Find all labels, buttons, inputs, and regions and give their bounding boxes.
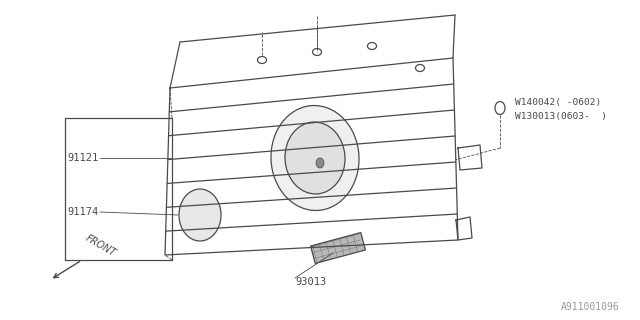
FancyArrow shape bbox=[312, 240, 361, 253]
Text: 93013: 93013 bbox=[295, 277, 326, 287]
Ellipse shape bbox=[179, 189, 221, 241]
Bar bbox=[310, 233, 365, 263]
FancyArrow shape bbox=[311, 234, 359, 247]
Text: W140042( -0602): W140042( -0602) bbox=[515, 98, 601, 107]
FancyArrow shape bbox=[319, 244, 324, 260]
Text: A911001096: A911001096 bbox=[561, 302, 620, 312]
FancyArrow shape bbox=[340, 238, 344, 255]
FancyArrow shape bbox=[353, 235, 358, 251]
Ellipse shape bbox=[415, 65, 424, 71]
FancyArrow shape bbox=[326, 242, 330, 258]
Ellipse shape bbox=[285, 122, 345, 194]
FancyArrow shape bbox=[346, 236, 351, 253]
Text: 91174: 91174 bbox=[67, 207, 99, 217]
Text: FRONT: FRONT bbox=[84, 233, 118, 258]
Ellipse shape bbox=[316, 158, 324, 168]
Ellipse shape bbox=[271, 106, 359, 211]
FancyArrow shape bbox=[312, 245, 317, 262]
Text: W130013(0603-  ): W130013(0603- ) bbox=[515, 111, 607, 121]
FancyArrow shape bbox=[314, 246, 362, 259]
Ellipse shape bbox=[257, 57, 266, 63]
Ellipse shape bbox=[367, 43, 376, 50]
Ellipse shape bbox=[312, 49, 321, 55]
Ellipse shape bbox=[495, 101, 505, 115]
FancyArrow shape bbox=[333, 240, 337, 257]
Text: 91121: 91121 bbox=[67, 153, 99, 163]
